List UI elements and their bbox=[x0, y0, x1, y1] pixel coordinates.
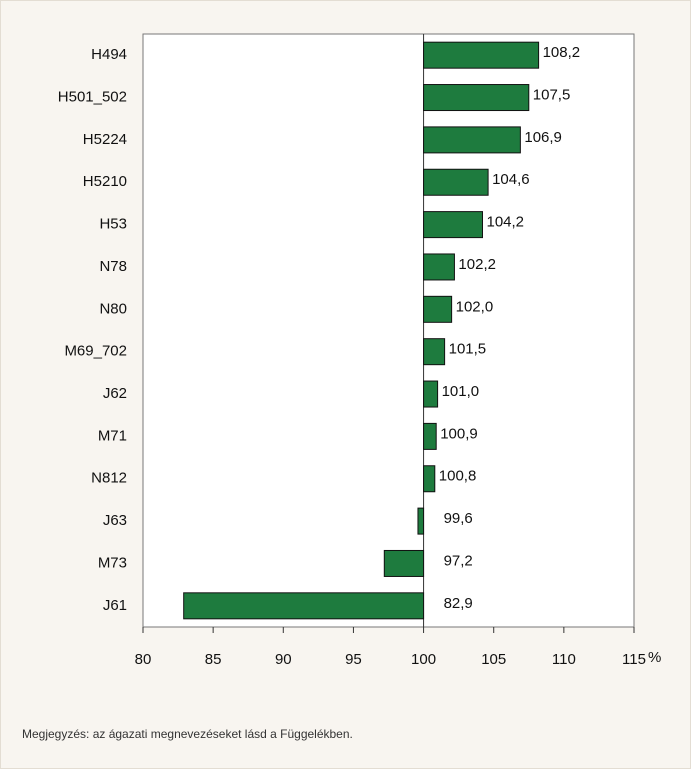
bar bbox=[417, 507, 425, 535]
bar bbox=[423, 253, 455, 281]
value-label: 100,8 bbox=[439, 468, 477, 485]
value-label: 101,5 bbox=[449, 341, 487, 358]
x-tick-label: 95 bbox=[345, 651, 362, 668]
x-tick-label: 110 bbox=[552, 651, 576, 668]
x-tick-label: 115 bbox=[622, 651, 646, 668]
value-label: 99,6 bbox=[444, 510, 473, 527]
y-tick-label: M69_702 bbox=[64, 343, 127, 360]
value-label: 102,0 bbox=[456, 298, 494, 315]
y-tick-label: N78 bbox=[99, 258, 127, 275]
y-tick-label: H5224 bbox=[83, 131, 127, 148]
value-label: 106,9 bbox=[524, 129, 562, 146]
y-tick-label: J61 bbox=[103, 597, 127, 614]
x-tick-label: 90 bbox=[275, 651, 292, 668]
x-tick-label: 105 bbox=[481, 651, 506, 668]
value-label: 107,5 bbox=[533, 87, 571, 104]
value-label: 100,9 bbox=[440, 425, 478, 442]
bar bbox=[423, 211, 483, 239]
bar bbox=[423, 41, 540, 69]
x-tick-label: 80 bbox=[135, 651, 152, 668]
y-tick-label: H53 bbox=[99, 216, 127, 233]
value-label: 101,0 bbox=[442, 383, 480, 400]
value-label: 108,2 bbox=[543, 44, 581, 61]
value-label: 104,6 bbox=[492, 171, 530, 188]
note: Megjegyzés: az ágazati megnevezéseket lá… bbox=[22, 727, 353, 741]
bar bbox=[423, 380, 439, 408]
bar bbox=[183, 592, 425, 620]
value-label: 104,2 bbox=[486, 214, 524, 231]
bar bbox=[423, 84, 530, 112]
bar bbox=[423, 338, 446, 366]
x-tick-label: 100 bbox=[411, 651, 436, 668]
y-tick-label: H494 bbox=[91, 46, 127, 63]
value-label: 102,2 bbox=[458, 256, 496, 273]
y-tick-label: N80 bbox=[99, 300, 127, 317]
bar bbox=[423, 126, 521, 154]
bar bbox=[423, 465, 436, 493]
bar bbox=[423, 168, 489, 196]
y-tick-label: M73 bbox=[98, 554, 127, 571]
bar bbox=[383, 549, 425, 577]
value-label: 82,9 bbox=[444, 595, 473, 612]
y-tick-label: H5210 bbox=[83, 173, 127, 190]
plot-area bbox=[142, 33, 635, 628]
bar bbox=[423, 422, 437, 450]
y-tick-label: H501_502 bbox=[58, 89, 127, 106]
y-tick-label: M71 bbox=[98, 427, 127, 444]
y-tick-label: J63 bbox=[103, 512, 127, 529]
bar bbox=[423, 295, 453, 323]
x-tick-label: 85 bbox=[205, 651, 222, 668]
y-tick-label: N812 bbox=[91, 470, 127, 487]
x-axis-label: % bbox=[648, 649, 661, 666]
y-tick-label: J62 bbox=[103, 385, 127, 402]
value-label: 97,2 bbox=[444, 552, 473, 569]
